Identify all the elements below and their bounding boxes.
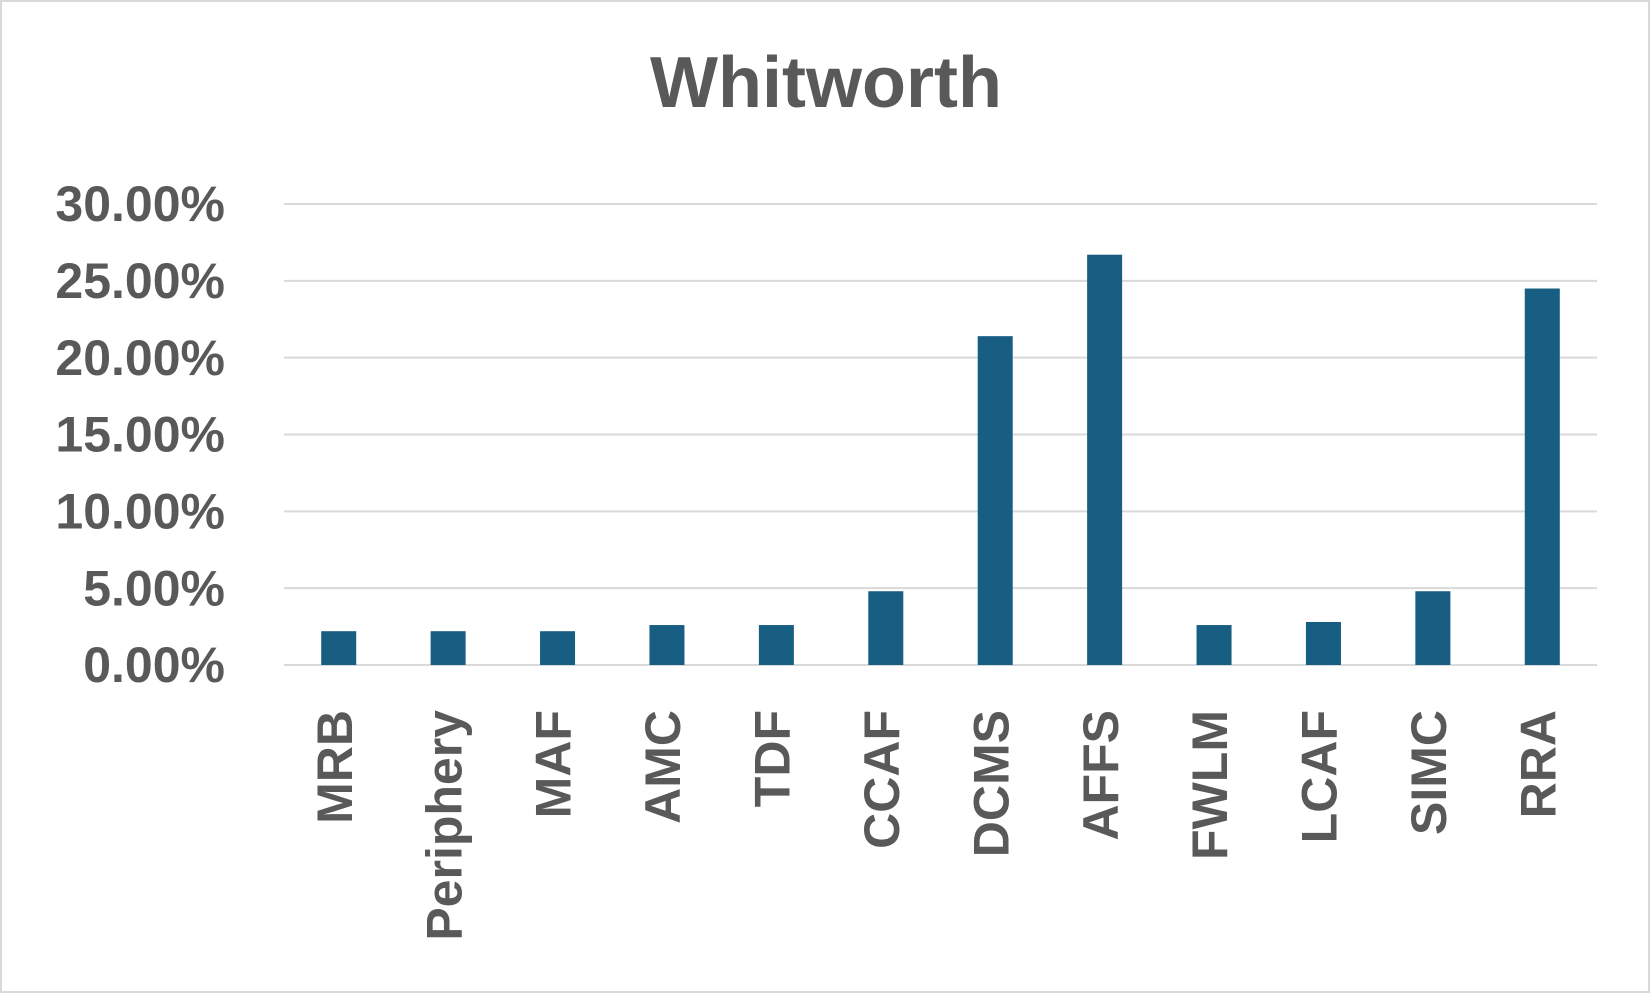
bar [430, 631, 466, 665]
y-tick-label: 15.00% [55, 407, 225, 463]
y-tick-label: 30.00% [55, 176, 225, 232]
bar [1196, 625, 1232, 665]
bar [1087, 254, 1123, 665]
bar [977, 336, 1013, 665]
bar [868, 591, 904, 665]
bar [1305, 621, 1341, 665]
chart-title: Whitworth [650, 43, 1002, 123]
bar [758, 625, 794, 665]
y-tick-label: 5.00% [83, 560, 225, 616]
x-tick-label: MAF [526, 710, 582, 818]
x-tick-label: AMC [635, 710, 691, 824]
bar [1524, 288, 1560, 665]
bar [1415, 591, 1451, 665]
bar [540, 631, 576, 665]
x-tick-label: LCAF [1292, 710, 1348, 843]
x-tick-label: DCMS [963, 710, 1019, 857]
y-tick-label: 10.00% [55, 484, 225, 540]
x-tick-label: AFFS [1073, 710, 1129, 841]
bar [649, 625, 685, 665]
x-tick-label: Periphery [416, 710, 472, 941]
x-tick-label: MRB [307, 710, 363, 824]
x-tick-label: FWLM [1182, 710, 1238, 860]
y-tick-label: 20.00% [55, 330, 225, 386]
x-tick-label: TDF [745, 710, 801, 807]
x-tick-label: CCAF [854, 710, 910, 849]
y-tick-label: 25.00% [55, 253, 225, 309]
x-tick-label: RRA [1510, 710, 1566, 818]
y-tick-label: 0.00% [83, 637, 225, 693]
x-tick-label: SIMC [1401, 710, 1457, 835]
bar [321, 631, 357, 665]
